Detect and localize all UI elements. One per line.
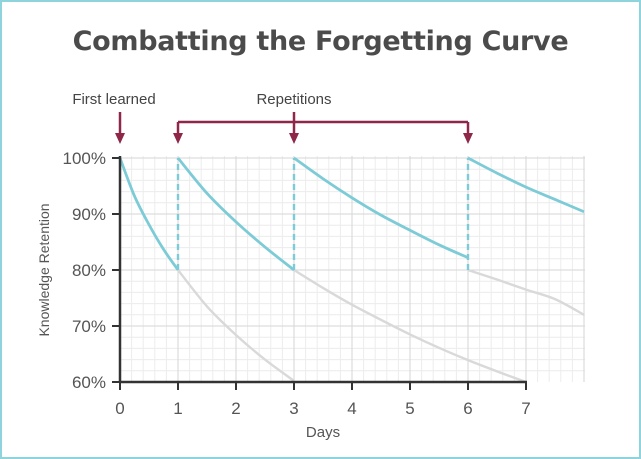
- x-tick-label: 4: [347, 399, 356, 418]
- retention-lines: [118, 156, 585, 272]
- y-tick-label: 100%: [63, 149, 106, 168]
- retention-curve: [467, 156, 585, 214]
- tick-labels: 0 1 2 3 4 5 6 7 60% 70% 80% 90% 100%: [63, 149, 531, 418]
- x-tick-label: 1: [173, 399, 182, 418]
- decay-curve: [293, 268, 527, 384]
- decay-curve: [177, 269, 295, 382]
- first-learned-label: First learned: [72, 91, 155, 108]
- x-tick-label: 3: [289, 399, 298, 418]
- y-tick-label: 90%: [72, 205, 106, 224]
- annotations: [115, 112, 473, 144]
- repetition-arrow-head: [173, 133, 183, 144]
- major-gridlines: [120, 156, 585, 382]
- retention-curve: [176, 157, 295, 272]
- x-tick-label: 6: [463, 399, 472, 418]
- x-tick-label: 2: [231, 399, 240, 418]
- decay-lines: [177, 268, 585, 384]
- decay-curve: [467, 268, 585, 316]
- y-tick-label: 70%: [72, 317, 106, 336]
- y-tick-label: 60%: [72, 373, 106, 392]
- axes: [112, 156, 527, 390]
- x-tick-label: 5: [405, 399, 414, 418]
- repetition-arrow-head: [463, 133, 473, 144]
- x-tick-label: 7: [521, 399, 530, 418]
- y-axis-label: Knowledge Retention: [36, 203, 52, 336]
- repetitions-label: Repetitions: [256, 91, 331, 108]
- first-learned-arrow-head: [115, 133, 125, 144]
- retention-curve: [118, 157, 180, 271]
- x-tick-label: 0: [115, 399, 124, 418]
- chart-title: Combatting the Forgetting Curve: [72, 26, 569, 57]
- x-axis-label: Days: [306, 424, 340, 441]
- retention-curve: [293, 156, 469, 259]
- repetition-arrow-head: [289, 133, 299, 144]
- y-tick-label: 80%: [72, 261, 106, 280]
